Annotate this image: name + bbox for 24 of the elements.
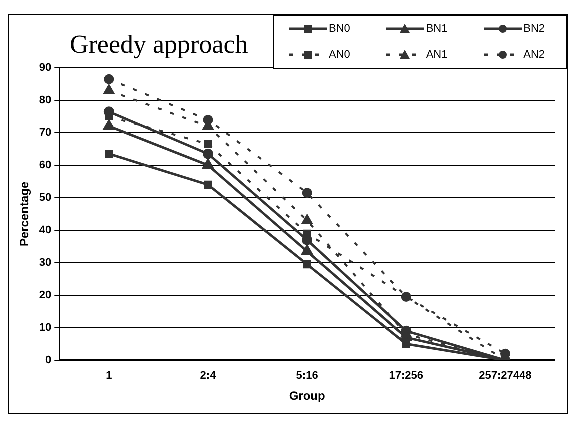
legend-label: AN2: [524, 49, 546, 61]
y-tick-label: 50: [39, 192, 52, 204]
y-axis-title: Percentage: [18, 182, 32, 247]
legend-label: BN1: [426, 23, 448, 35]
x-tick-label: 17:256: [389, 370, 424, 382]
x-tick-label: 5:16: [296, 370, 318, 382]
x-tick-label: 1: [106, 370, 112, 382]
y-tick-label: 10: [39, 322, 52, 334]
y-tick-label: 0: [46, 354, 52, 366]
legend-label: AN1: [426, 49, 448, 61]
legend-label: AN0: [329, 49, 350, 61]
chart-title: Greedy approach: [70, 30, 248, 60]
y-tick-label: 30: [39, 256, 52, 269]
x-tick-label: 2:4: [200, 370, 218, 382]
y-tick-label: 80: [39, 94, 52, 107]
y-tick-label: 40: [39, 224, 52, 236]
y-tick-label: 90: [39, 62, 52, 74]
y-tick-label: 70: [39, 127, 52, 140]
y-tick-label: 60: [39, 160, 52, 172]
x-axis-title: Group: [289, 389, 326, 404]
x-tick-label: 257:27448: [479, 370, 532, 382]
legend-label: BN2: [524, 23, 546, 35]
y-tick-label: 20: [39, 289, 52, 302]
legend-label: BN0: [329, 23, 350, 35]
